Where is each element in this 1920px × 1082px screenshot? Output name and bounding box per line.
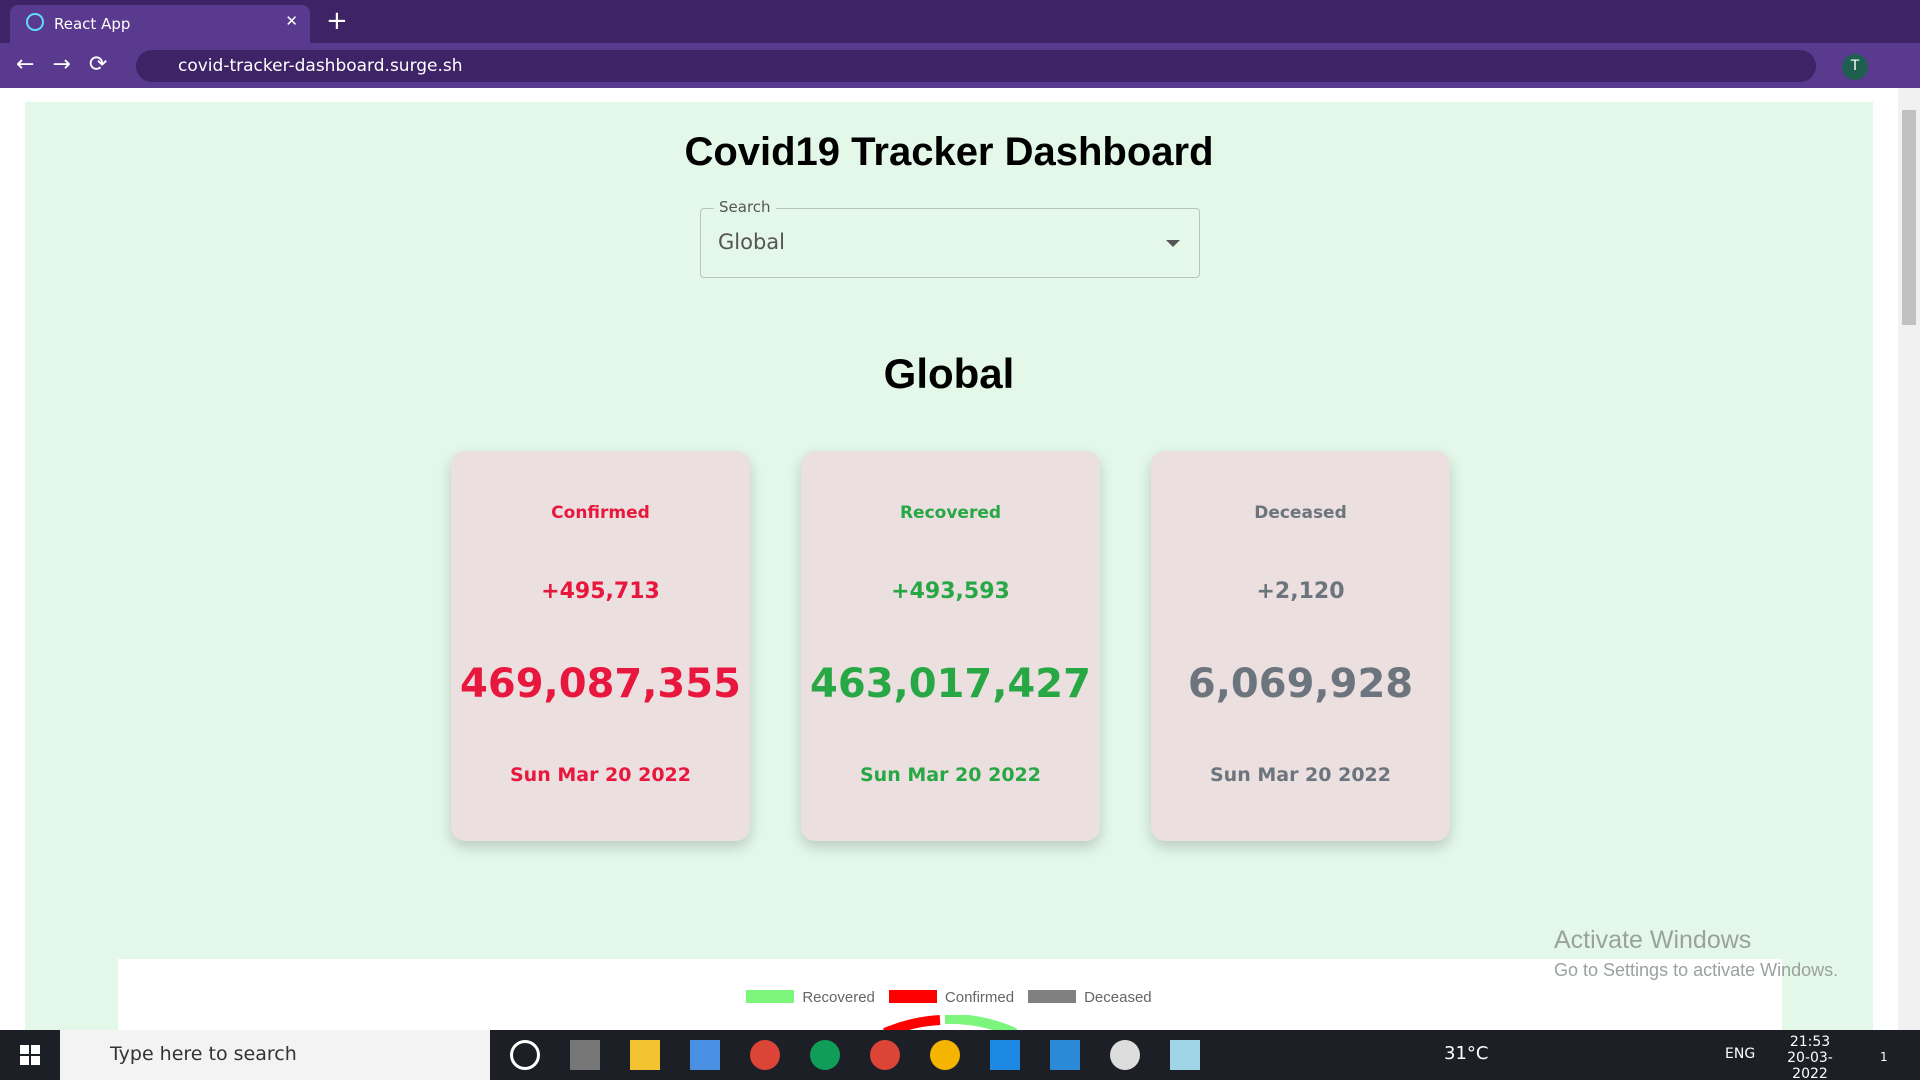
stat-card: Confirmed +495,713 469,087,355 Sun Mar 20 2… <box>451 451 750 841</box>
card-date: Sun Mar 20 2022 <box>859 764 1041 786</box>
legend-label: Deceased <box>1084 989 1152 1006</box>
time: 21:53 <box>1789 1034 1831 1050</box>
watermark-title: Activate Windows <box>1554 926 1752 954</box>
card-label: Confirmed <box>551 503 650 523</box>
card-date: Sun Mar 20 2022 <box>509 764 691 786</box>
legend-swatch <box>888 990 937 1003</box>
search-placeholder: Type here to search <box>110 1043 297 1065</box>
taskbar-search[interactable]: Type here to search <box>60 1030 490 1080</box>
legend-swatch <box>746 990 795 1003</box>
legend-label: Recovered <box>802 989 875 1006</box>
language[interactable]: ENG <box>1725 1046 1756 1062</box>
card-date: Sun Mar 20 2022 <box>1209 764 1391 786</box>
start-button[interactable] <box>20 1045 40 1065</box>
card-delta: +495,713 <box>541 579 660 604</box>
notifications[interactable]: 1 <box>1880 1050 1888 1064</box>
card-total: 6,069,928 <box>1187 661 1414 707</box>
new-tab[interactable]: + <box>326 6 348 36</box>
card-label: Recovered <box>899 503 1002 523</box>
legend-item: Deceased <box>1028 989 1152 1006</box>
legend-swatch <box>1028 990 1077 1003</box>
omnibox[interactable]: covid-tracker-dashboard.surge.sh <box>136 50 1816 82</box>
search-value: Global <box>718 230 785 254</box>
legend-label: Confirmed <box>944 989 1015 1006</box>
scroll-thumb[interactable] <box>1902 110 1916 325</box>
card-delta: +2,120 <box>1256 579 1345 604</box>
page-title: Covid19 Tracker Dashboard <box>684 130 1214 174</box>
card-label: Deceased <box>1254 503 1347 523</box>
card-total: 469,087,355 <box>460 661 741 707</box>
legend-item: Recovered <box>746 989 875 1006</box>
weather[interactable]: 31°C <box>1444 1043 1489 1064</box>
url: covid-tracker-dashboard.surge.sh <box>178 56 463 76</box>
search-select[interactable] <box>700 208 1200 278</box>
tab[interactable]: React App ✕ <box>10 5 310 43</box>
legend: Recovered Confirmed Deceased <box>0 989 1898 1006</box>
tab-title: React App <box>54 15 131 33</box>
region-heading: Global <box>883 350 1015 397</box>
clock[interactable]: 21:53 20-03-2022 <box>1770 1034 1850 1082</box>
watermark-subtitle: Go to Settings to activate Windows. <box>1554 960 1839 980</box>
card-total: 463,017,427 <box>810 661 1091 707</box>
card-delta: +493,593 <box>891 579 1010 604</box>
search-label: Search <box>714 198 776 216</box>
taskbar-apps <box>510 1040 1200 1070</box>
avatar[interactable]: T <box>1842 54 1868 80</box>
legend-item: Confirmed <box>888 989 1015 1006</box>
nav-buttons[interactable]: ←→⟳ <box>16 52 126 77</box>
stat-card: Deceased +2,120 6,069,928 Sun Mar 20 2022 <box>1151 451 1450 841</box>
stat-card: Recovered +493,593 463,017,427 Sun Mar 20 2… <box>801 451 1100 841</box>
date: 20-03-2022 <box>1787 1050 1833 1082</box>
dropdown-arrow <box>1166 240 1180 247</box>
tab-bar <box>0 0 1920 43</box>
